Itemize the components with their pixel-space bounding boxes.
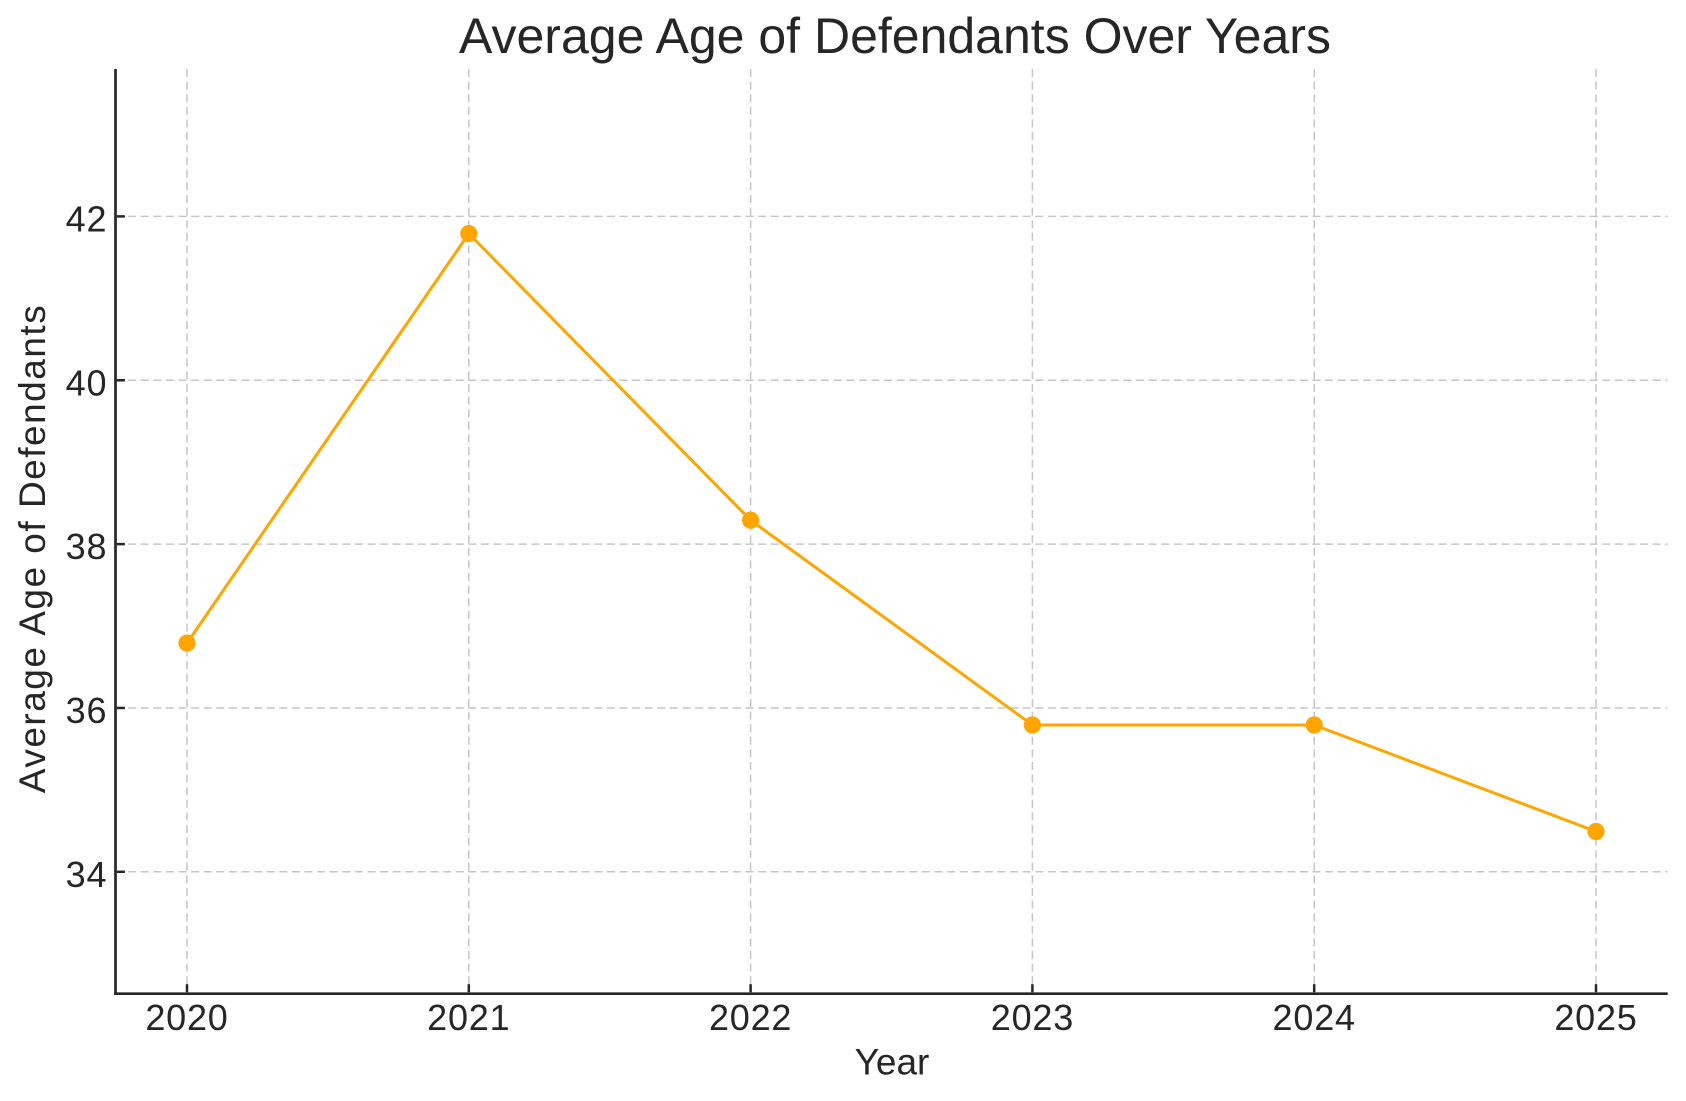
svg-text:Year: Year [855, 1042, 930, 1083]
svg-text:36: 36 [66, 690, 108, 731]
svg-text:38: 38 [66, 526, 108, 567]
svg-text:2022: 2022 [709, 997, 792, 1038]
svg-text:2024: 2024 [1273, 997, 1356, 1038]
svg-text:42: 42 [66, 198, 108, 239]
svg-text:2020: 2020 [145, 997, 228, 1038]
svg-text:2023: 2023 [991, 997, 1074, 1038]
svg-text:Average Age of Defendants: Average Age of Defendants [12, 304, 53, 793]
svg-text:Average Age of Defendants Over: Average Age of Defendants Over Years [459, 8, 1331, 64]
svg-text:40: 40 [66, 362, 108, 403]
svg-text:2021: 2021 [427, 997, 510, 1038]
svg-text:34: 34 [66, 854, 108, 895]
svg-text:2025: 2025 [1554, 997, 1637, 1038]
